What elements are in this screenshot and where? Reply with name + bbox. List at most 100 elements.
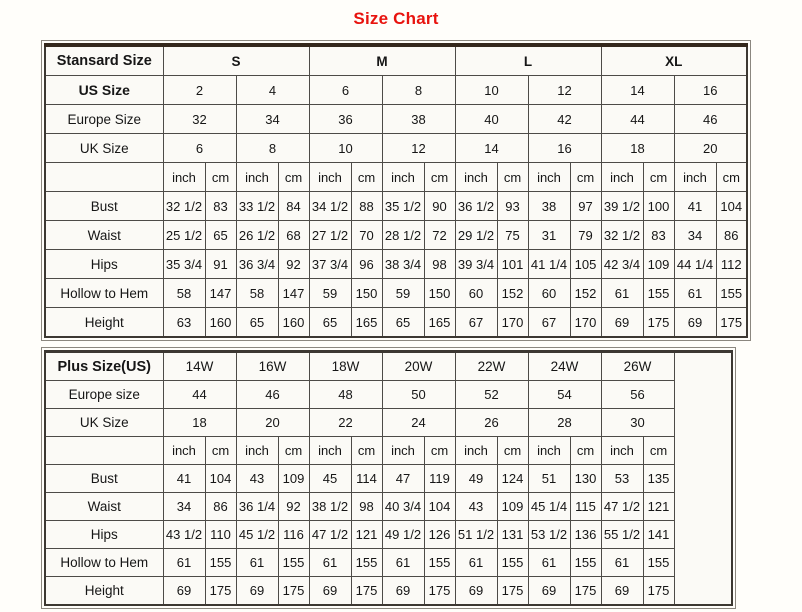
unit-cell: cm [204, 436, 237, 465]
size-value-cell: 54 [527, 380, 602, 409]
measure-value-cell: 155 [204, 548, 237, 577]
measure-value-cell: 55 1/2 [600, 520, 644, 549]
table-row: Plus Size(US) 14W 16W 18W 20W 22W 24W 26W [44, 351, 733, 606]
size-value-cell: 44 [162, 380, 237, 409]
measure-value-cell: 36 3/4 [235, 249, 279, 279]
row-label: Bust [44, 464, 164, 493]
table-row: Stansard Size S M L XL [44, 44, 748, 76]
size-value-cell: 30 [600, 408, 675, 437]
measure-value-cell: 175 [642, 576, 675, 606]
measure-value-cell: 38 1/2 [308, 492, 352, 521]
measure-value-cell: 69 [162, 576, 206, 606]
measure-value-cell: 109 [496, 492, 529, 521]
size-value-cell: 16 [673, 75, 748, 105]
table-row: Europe Size 32 34 36 38 40 42 44 46 [44, 104, 748, 134]
unit-cell: cm [277, 436, 310, 465]
size-value-cell: 10 [308, 133, 383, 163]
measure-value-cell: 69 [527, 576, 571, 606]
measure-value-cell: 58 [235, 278, 279, 308]
measure-value-cell: 60 [527, 278, 571, 308]
size-value-cell: 6 [308, 75, 383, 105]
unit-cell: cm [569, 436, 602, 465]
size-group-cell: 18W [308, 351, 383, 381]
size-value-cell: 40 [454, 104, 529, 134]
row-label: Europe size [44, 380, 164, 409]
measure-value-cell: 109 [642, 249, 675, 279]
measure-value-cell: 40 3/4 [381, 492, 425, 521]
unit-cell: inch [454, 162, 498, 192]
measure-value-cell: 92 [277, 492, 310, 521]
size-group-cell: XL [600, 44, 748, 76]
measure-value-cell: 121 [642, 492, 675, 521]
measure-value-cell: 121 [350, 520, 383, 549]
measure-value-cell: 59 [308, 278, 352, 308]
measure-value-cell: 155 [350, 548, 383, 577]
measure-value-cell: 131 [496, 520, 529, 549]
measure-value-cell: 33 1/2 [235, 191, 279, 221]
table-row: Hollow to Hem 58 147 58 147 59 150 59 150 60 152 60… [44, 278, 748, 308]
row-label [44, 436, 164, 465]
measure-value-cell: 110 [204, 520, 237, 549]
measure-value-cell: 147 [204, 278, 237, 308]
measure-value-cell: 25 1/2 [162, 220, 206, 250]
standard-size-table-frame: Stansard Size S M L XL US Size 2 4 6 8 10 12 14 16 Eur… [41, 40, 751, 341]
measure-value-cell: 104 [715, 191, 748, 221]
measure-value-cell: 36 1/2 [454, 191, 498, 221]
measure-value-cell: 130 [569, 464, 602, 493]
measure-value-cell: 36 1/4 [235, 492, 279, 521]
size-value-cell: 28 [527, 408, 602, 437]
unit-cell: inch [381, 436, 425, 465]
measure-value-cell: 65 [204, 220, 237, 250]
unit-cell: cm [423, 436, 456, 465]
measure-value-cell: 165 [350, 307, 383, 338]
measure-value-cell: 29 1/2 [454, 220, 498, 250]
unit-cell: inch [308, 436, 352, 465]
measure-value-cell: 67 [454, 307, 498, 338]
size-value-cell: 44 [600, 104, 675, 134]
unit-cell: inch [162, 436, 206, 465]
size-value-cell: 50 [381, 380, 456, 409]
measure-value-cell: 31 [527, 220, 571, 250]
measure-value-cell: 39 3/4 [454, 249, 498, 279]
row-label: Hollow to Hem [44, 278, 164, 308]
measure-value-cell: 49 [454, 464, 498, 493]
measure-value-cell: 26 1/2 [235, 220, 279, 250]
unit-cell: inch [308, 162, 352, 192]
row-label: Height [44, 307, 164, 338]
measure-value-cell: 43 1/2 [162, 520, 206, 549]
size-group-cell: 16W [235, 351, 310, 381]
size-group-cell: 22W [454, 351, 529, 381]
measure-value-cell: 45 1/4 [527, 492, 571, 521]
measure-value-cell: 136 [569, 520, 602, 549]
size-value-cell: 8 [235, 133, 310, 163]
size-value-cell: 12 [381, 133, 456, 163]
row-label [44, 162, 164, 192]
size-value-cell: 48 [308, 380, 383, 409]
measure-value-cell: 35 3/4 [162, 249, 206, 279]
unit-cell: cm [569, 162, 602, 192]
table-row: Hips 35 3/4 91 36 3/4 92 37 3/4 96 38 3/4 98 39 3… [44, 249, 748, 279]
measure-value-cell: 104 [423, 492, 456, 521]
measure-value-cell: 61 [162, 548, 206, 577]
measure-value-cell: 165 [423, 307, 456, 338]
row-label: UK Size [44, 133, 164, 163]
measure-value-cell: 61 [673, 278, 717, 308]
unit-cell: cm [496, 436, 529, 465]
measure-value-cell: 135 [642, 464, 675, 493]
size-value-cell: 56 [600, 380, 675, 409]
measure-value-cell: 160 [204, 307, 237, 338]
measure-value-cell: 27 1/2 [308, 220, 352, 250]
measure-value-cell: 83 [642, 220, 675, 250]
measure-value-cell: 101 [496, 249, 529, 279]
unit-cell: inch [235, 436, 279, 465]
measure-value-cell: 170 [496, 307, 529, 338]
size-value-cell: 14 [600, 75, 675, 105]
measure-value-cell: 69 [308, 576, 352, 606]
measure-value-cell: 155 [569, 548, 602, 577]
measure-value-cell: 53 [600, 464, 644, 493]
measure-value-cell: 61 [600, 278, 644, 308]
size-value-cell: 4 [235, 75, 310, 105]
size-value-cell: 8 [381, 75, 456, 105]
measure-value-cell: 155 [496, 548, 529, 577]
measure-value-cell: 175 [715, 307, 748, 338]
